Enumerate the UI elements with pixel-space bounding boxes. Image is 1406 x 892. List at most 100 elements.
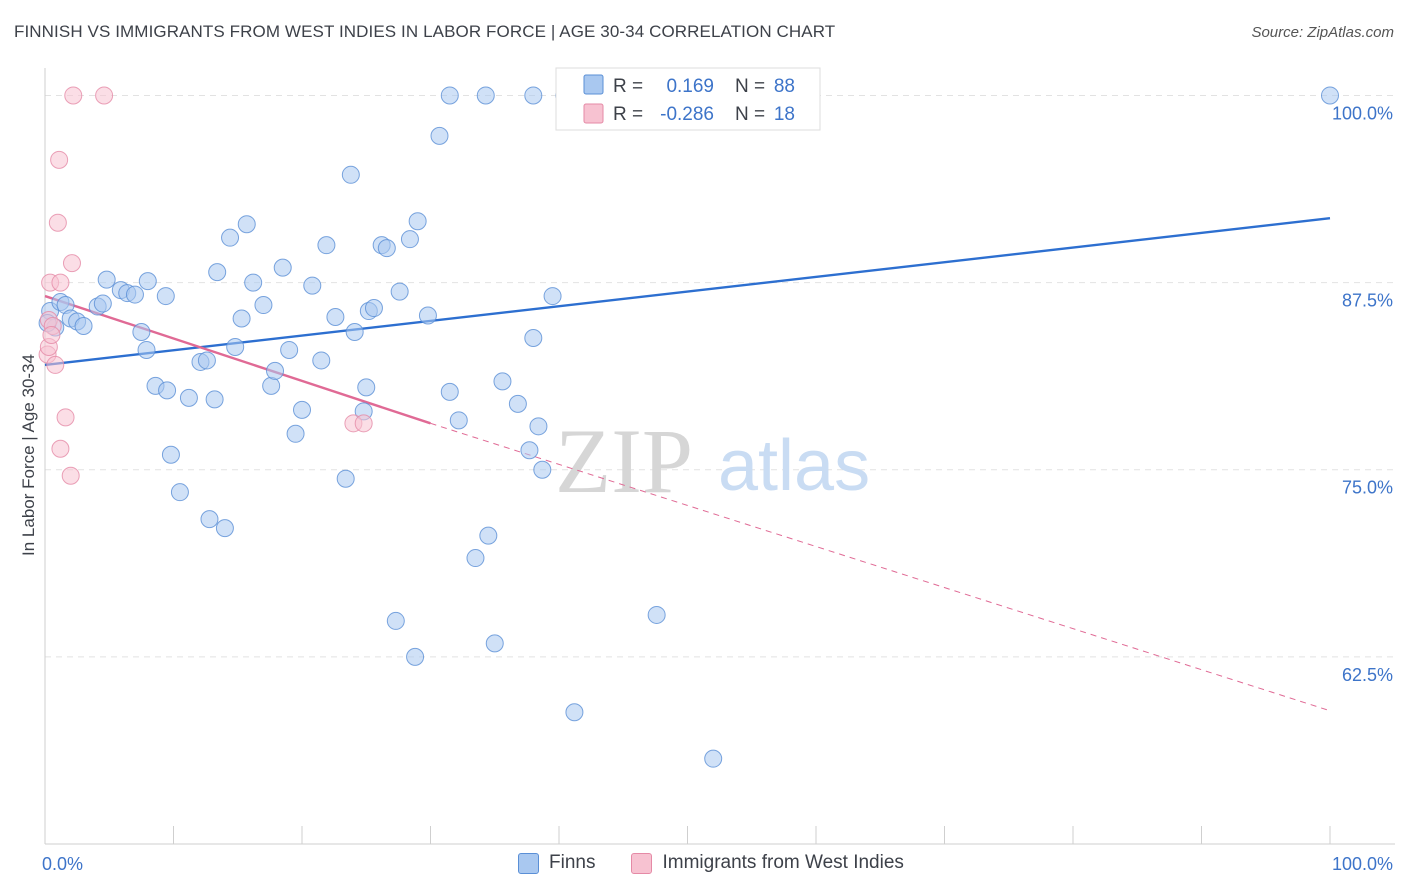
stats-legend: R = 0.169 N = 88 R = -0.286 N = 18 xyxy=(555,67,821,131)
finns-point-42[interactable] xyxy=(317,236,336,255)
west-indies-point-6[interactable] xyxy=(48,213,67,232)
finns-point-8[interactable] xyxy=(93,294,112,313)
legend-r-value-2: -0.286 xyxy=(660,104,714,125)
finns-point-44[interactable] xyxy=(336,469,355,488)
finns-point-58[interactable] xyxy=(418,306,437,325)
legend-swatch-finns xyxy=(583,74,604,95)
finns-point-66[interactable] xyxy=(485,634,504,653)
finns-point-61[interactable] xyxy=(440,86,459,105)
finns-point-56[interactable] xyxy=(406,647,425,666)
legend-n-value-1: 88 xyxy=(774,76,795,97)
legend-n-value-2: 18 xyxy=(774,104,795,125)
west-indies-point-8[interactable] xyxy=(51,273,70,292)
finns-point-20[interactable] xyxy=(170,483,189,502)
west-indies-point-5[interactable] xyxy=(46,355,65,374)
finns-point-69[interactable] xyxy=(520,441,539,460)
finns-point-19[interactable] xyxy=(161,445,180,464)
finns-point-70[interactable] xyxy=(524,86,543,105)
finns-point-60[interactable] xyxy=(440,382,459,401)
finns-point-40[interactable] xyxy=(303,276,322,295)
finns-point-72[interactable] xyxy=(529,417,548,436)
finns-point-27[interactable] xyxy=(215,519,234,538)
finns-point-9[interactable] xyxy=(97,270,116,289)
finns-point-54[interactable] xyxy=(390,282,409,301)
finns-point-15[interactable] xyxy=(138,272,157,291)
finns-point-65[interactable] xyxy=(479,526,498,545)
finns-point-68[interactable] xyxy=(508,394,527,413)
finns-point-43[interactable] xyxy=(326,308,345,327)
finns-point-71[interactable] xyxy=(524,328,543,347)
x-tick-labels: 0.0% 100.0% xyxy=(42,854,1393,874)
watermark-atlas: atlas xyxy=(718,426,870,506)
finns-point-74[interactable] xyxy=(543,287,562,306)
west-indies-point-16[interactable] xyxy=(354,414,373,433)
axes xyxy=(44,68,1395,845)
finns-point-86[interactable] xyxy=(1321,86,1339,105)
finns-point-46[interactable] xyxy=(345,322,364,341)
finns-point-39[interactable] xyxy=(293,400,311,419)
legend-marker-finns xyxy=(518,852,539,874)
legend-marker-west-indies xyxy=(631,852,653,874)
finns-point-31[interactable] xyxy=(237,215,256,234)
west-indies-point-13[interactable] xyxy=(64,86,83,105)
legend-r-label-2: R = xyxy=(613,104,643,125)
finns-point-24[interactable] xyxy=(200,510,219,529)
legend-r-label-1: R = xyxy=(613,76,643,97)
finns-point-17[interactable] xyxy=(156,287,175,306)
finns-point-29[interactable] xyxy=(226,337,245,356)
finns-point-32[interactable] xyxy=(244,273,263,292)
finns-point-18[interactable] xyxy=(158,381,177,400)
finns-point-34[interactable] xyxy=(262,376,281,395)
watermark-zip: ZIP xyxy=(555,410,693,512)
finns-point-84[interactable] xyxy=(704,749,723,768)
west-indies-point-11[interactable] xyxy=(61,466,80,485)
legend-item-west-indies[interactable]: Immigrants from West Indies xyxy=(631,852,904,874)
west-indies-point-17[interactable] xyxy=(42,325,61,344)
finns-point-41[interactable] xyxy=(312,351,331,370)
west-indies-point-12[interactable] xyxy=(62,254,81,273)
finns-point-80[interactable] xyxy=(647,605,666,624)
finns-point-21[interactable] xyxy=(179,388,198,407)
legend-item-finns[interactable]: Finns xyxy=(518,852,595,874)
finns-point-33[interactable] xyxy=(254,296,273,315)
finns-point-45[interactable] xyxy=(341,165,360,184)
finns-point-64[interactable] xyxy=(476,86,495,105)
finns-point-36[interactable] xyxy=(273,258,292,277)
finns-point-73[interactable] xyxy=(533,460,552,479)
finns-point-25[interactable] xyxy=(205,390,224,409)
y-tick-label-1: 87.5% xyxy=(1342,291,1393,311)
finns-point-12[interactable] xyxy=(125,285,144,304)
finns-point-57[interactable] xyxy=(408,212,427,231)
finns-point-48[interactable] xyxy=(357,378,376,397)
watermark: ZIP atlas xyxy=(555,410,870,512)
finns-point-23[interactable] xyxy=(197,351,216,370)
finns-point-50[interactable] xyxy=(364,299,383,318)
legend-n-label-1: N = xyxy=(735,76,765,97)
finns-point-53[interactable] xyxy=(386,611,405,630)
finns-point-55[interactable] xyxy=(400,230,419,249)
finns-point-14[interactable] xyxy=(137,340,156,359)
finns-point-38[interactable] xyxy=(286,424,305,443)
finns-point-6[interactable] xyxy=(74,317,93,336)
x-tick-label-left: 0.0% xyxy=(42,854,83,874)
finns-point-28[interactable] xyxy=(221,228,240,247)
finns-point-13[interactable] xyxy=(132,322,151,341)
legend-swatch-west-indies xyxy=(583,103,604,124)
finns-point-26[interactable] xyxy=(208,263,227,282)
finns-point-30[interactable] xyxy=(232,309,251,328)
finns-point-67[interactable] xyxy=(493,372,512,391)
y-tick-label-0: 100.0% xyxy=(1332,103,1393,123)
finns-point-37[interactable] xyxy=(280,340,299,359)
finns-point-52[interactable] xyxy=(377,239,396,258)
west-indies-point-14[interactable] xyxy=(95,86,114,105)
finns-point-62[interactable] xyxy=(449,411,468,430)
west-indies-point-9[interactable] xyxy=(56,408,75,427)
west-indies-point-7[interactable] xyxy=(50,150,69,169)
finns-point-35[interactable] xyxy=(266,361,285,380)
y-tick-label-3: 62.5% xyxy=(1342,665,1393,685)
west-indies-point-10[interactable] xyxy=(51,439,70,458)
finns-point-59[interactable] xyxy=(430,126,449,145)
finns-point-63[interactable] xyxy=(466,549,485,568)
finns-point-76[interactable] xyxy=(565,703,584,722)
